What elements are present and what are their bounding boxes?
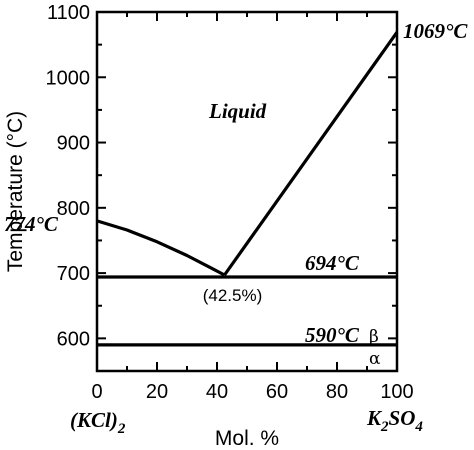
so-subscript: 4 [414, 419, 423, 435]
plot-frame [95, 10, 399, 373]
eutectic-composition-label: (42.5%) [203, 286, 263, 305]
alpha-phase-label: α [369, 349, 381, 369]
labels: 600 700 800 900 1000 1100 0 20 40 60 80 100 Mol. % Te… [4, 2, 468, 450]
series-group [96, 31, 399, 347]
transition-temp-label: 590°C [305, 323, 360, 347]
x-axis-title: Mol. % [215, 427, 279, 450]
y-tick-label: 700 [57, 263, 90, 285]
y-tick-label: 1100 [47, 2, 90, 24]
kcl-formula: (KCl) [70, 408, 118, 432]
eutectic-temp-label: 694°C [305, 251, 360, 275]
axis-ticks [96, 11, 398, 371]
so-formula: SO [389, 406, 416, 430]
x-tick-label: 20 [146, 381, 168, 403]
y-tick-label: 900 [57, 133, 90, 155]
beta-phase-label: β [369, 327, 379, 347]
k2so4-end-label: K2SO4 [366, 406, 423, 435]
kcl-melting-label: 774°C [4, 212, 59, 236]
x-tick-label: 100 [380, 381, 413, 403]
x-tick-label: 60 [266, 381, 288, 403]
k-formula: K [366, 406, 383, 430]
y-tick-label: 1000 [46, 67, 91, 89]
x-tick-label: 40 [206, 381, 228, 403]
y-axis-title: Temperature (°C) [4, 111, 27, 272]
liquid-label: Liquid [208, 99, 267, 123]
k-subscript: 2 [380, 419, 389, 435]
x-tick-label: 80 [326, 381, 348, 403]
x-tick-label: 0 [91, 381, 102, 403]
y-tick-label: 800 [57, 198, 90, 220]
y-tick-label: 600 [57, 328, 90, 350]
kcl-end-label: (KCl)2 [70, 408, 126, 437]
kcl-subscript: 2 [117, 421, 126, 437]
k2so4-liquidus-line [223, 31, 399, 276]
kcl-liquidus-line [96, 219, 226, 277]
k2so4-melting-label: 1069°C [403, 19, 468, 43]
